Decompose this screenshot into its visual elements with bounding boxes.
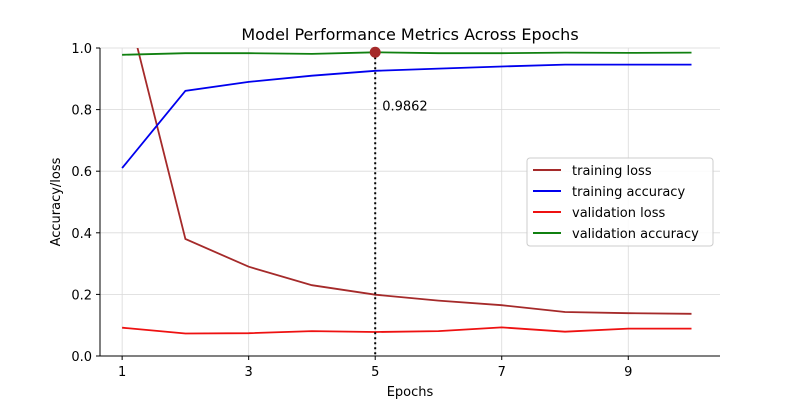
y-tick-label: 0.6 xyxy=(71,165,92,180)
series-lines xyxy=(121,48,692,335)
y-tick-label: 1.0 xyxy=(71,42,92,57)
legend-label: training loss xyxy=(572,164,652,179)
y-axis-label: Accuracy/loss xyxy=(49,157,64,246)
legend: training loss training accuracy validation… xyxy=(526,157,714,247)
legend-label: training accuracy xyxy=(572,185,685,200)
y-tick-label: 0.0 xyxy=(71,350,92,365)
y-tick-label: 0.2 xyxy=(71,288,92,303)
annotation-label: 0.9862 xyxy=(382,100,428,115)
series-line-validation-accuracy xyxy=(122,51,692,56)
x-axis-label: Epochs xyxy=(387,385,434,400)
x-tick-label: 3 xyxy=(245,365,253,380)
annotation: 0.9862 xyxy=(369,46,428,356)
series-line-training-loss xyxy=(136,48,692,315)
x-tick-label: 1 xyxy=(118,365,126,380)
axes xyxy=(99,48,720,357)
chart-title: Model Performance Metrics Across Epochs xyxy=(241,25,578,44)
x-tick-label: 5 xyxy=(371,365,379,380)
y-tick-label: 0.8 xyxy=(71,104,92,119)
x-tick-label: 9 xyxy=(624,365,632,380)
legend-box xyxy=(526,157,714,247)
y-ticks: 0.0 0.2 0.4 0.6 0.8 1.0 xyxy=(71,42,100,365)
x-ticks: 1 3 5 7 9 xyxy=(118,356,632,380)
series-line-training-accuracy xyxy=(121,63,692,169)
x-tick-label: 7 xyxy=(498,365,506,380)
legend-label: validation loss xyxy=(572,206,665,221)
annotation-marker xyxy=(369,46,381,58)
legend-label: validation accuracy xyxy=(572,227,699,242)
y-tick-label: 0.4 xyxy=(71,227,92,242)
series-line-validation-loss xyxy=(122,326,692,335)
